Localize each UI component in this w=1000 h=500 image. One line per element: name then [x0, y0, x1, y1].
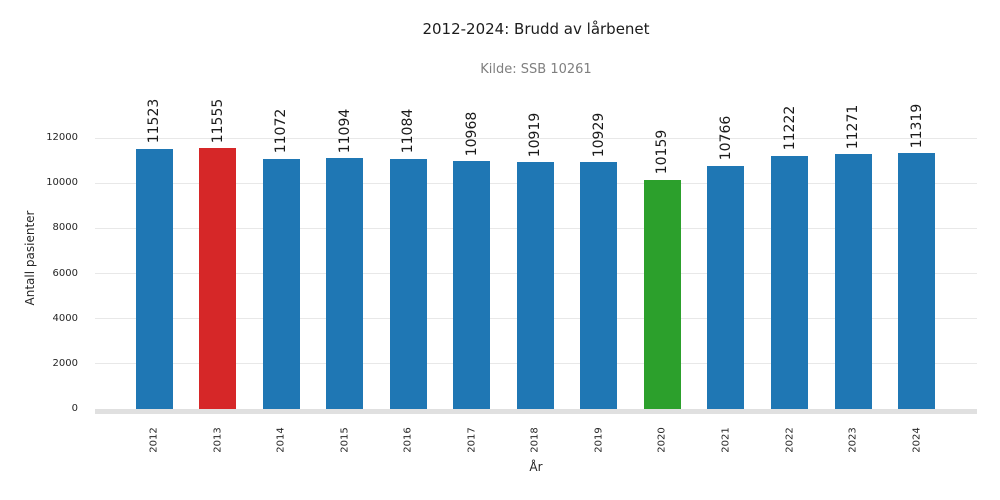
bar-value-label: 11319 — [908, 103, 925, 149]
x-tick-label: 2015 — [339, 426, 351, 453]
x-tick-label: 2022 — [784, 426, 795, 453]
x-tick-label: 2016 — [402, 426, 414, 453]
bar-2012 — [135, 148, 173, 409]
x-tick-label: 2024 — [911, 426, 923, 453]
gridline — [95, 137, 977, 139]
chart-title: 2012-2024: Brudd av lårbenet — [422, 20, 650, 38]
bar-2023 — [834, 154, 872, 409]
bar-2024 — [898, 153, 936, 409]
y-tick-label: 8000 — [52, 222, 78, 234]
bar-2018 — [516, 162, 554, 409]
x-tick-label: 2017 — [466, 426, 478, 453]
y-tick-label: 4000 — [52, 312, 78, 324]
x-tick-label: 2014 — [275, 426, 287, 453]
bar-2022 — [771, 155, 808, 409]
bar-2017 — [453, 161, 491, 409]
bar-value-label: 10929 — [590, 112, 607, 157]
bar-value-label: 10919 — [527, 112, 544, 158]
bar-2016 — [389, 158, 427, 409]
bar-2013 — [199, 148, 237, 409]
bar-value-label: 11555 — [209, 98, 226, 143]
y-tick-label: 2000 — [52, 357, 78, 369]
y-tick-label: 0 — [71, 403, 78, 414]
x-tick-label: 2020 — [656, 426, 668, 453]
bar-value-label: 11094 — [336, 108, 353, 154]
bar-value-label: 10159 — [654, 129, 671, 175]
bar-value-label: 10766 — [717, 116, 734, 161]
x-tick-label: 2018 — [529, 426, 541, 453]
bar-2015 — [326, 158, 364, 409]
y-tick-label: 10000 — [46, 177, 78, 189]
x-axis-line — [95, 409, 977, 414]
x-tick-label: 2012 — [148, 426, 160, 453]
bar-value-label: 11271 — [845, 104, 862, 150]
chart-subtitle: Kilde: SSB 10261 — [480, 62, 592, 77]
bar-value-label: 11072 — [273, 109, 290, 154]
bar-2021 — [707, 165, 745, 409]
bar-value-label: 10968 — [463, 111, 480, 157]
bar-2020 — [643, 179, 681, 409]
x-tick-label: 2021 — [720, 426, 732, 453]
bar-value-label: 11222 — [781, 105, 798, 151]
bar-value-label: 11084 — [400, 108, 417, 154]
bar-2019 — [580, 162, 618, 409]
x-axis-label: År — [529, 460, 543, 474]
x-tick-label: 2019 — [593, 426, 605, 453]
x-tick-label: 2013 — [212, 426, 224, 453]
y-tick-label: 6000 — [52, 267, 78, 279]
x-tick-label: 2023 — [847, 426, 859, 453]
bar-2014 — [262, 158, 300, 409]
y-tick-label: 12000 — [46, 132, 78, 143]
bar-value-label: 11523 — [146, 98, 162, 144]
